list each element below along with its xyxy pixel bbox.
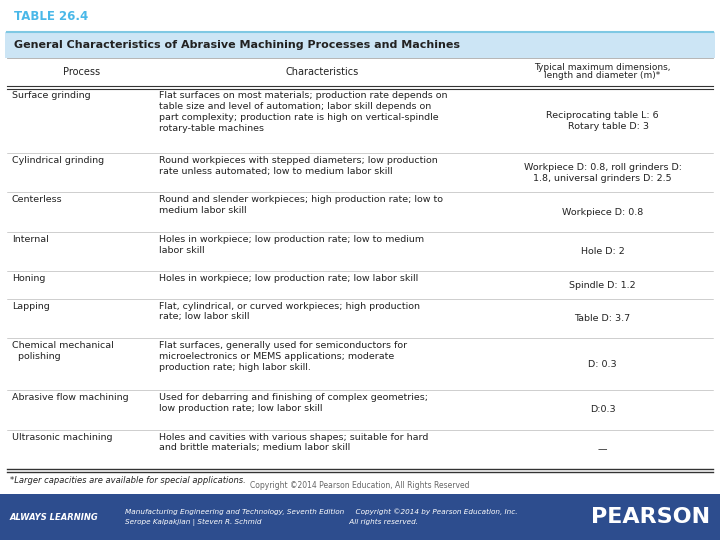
- Text: Round and slender workpieces; high production rate; low to
medium labor skill: Round and slender workpieces; high produ…: [159, 195, 443, 215]
- Text: Spindle D: 1.2: Spindle D: 1.2: [570, 280, 636, 289]
- Text: Characteristics: Characteristics: [286, 67, 359, 77]
- Text: Abrasive flow machining: Abrasive flow machining: [12, 393, 129, 402]
- Text: Ultrasonic machining: Ultrasonic machining: [12, 433, 112, 442]
- Text: Chemical mechanical
  polishing: Chemical mechanical polishing: [12, 341, 114, 361]
- Text: Surface grinding: Surface grinding: [12, 91, 91, 100]
- Text: Lapping: Lapping: [12, 301, 50, 310]
- Text: Flat surfaces, generally used for semiconductors for
microelectronics or MEMS ap: Flat surfaces, generally used for semico…: [159, 341, 407, 372]
- Text: Reciprocating table L: 6
    Rotary table D: 3: Reciprocating table L: 6 Rotary table D:…: [546, 111, 659, 131]
- Bar: [5, 32, 715, 58]
- Text: Round workpieces with stepped diameters; low production
rate unless automated; l: Round workpieces with stepped diameters;…: [159, 156, 438, 176]
- Text: General Characteristics of Abrasive Machining Processes and Machines: General Characteristics of Abrasive Mach…: [14, 40, 460, 50]
- Text: Flat, cylindrical, or curved workpieces; high production
rate; low labor skill: Flat, cylindrical, or curved workpieces;…: [159, 301, 420, 321]
- Text: —: —: [598, 445, 607, 454]
- Text: Holes in workpiece; low production rate; low labor skill: Holes in workpiece; low production rate;…: [159, 274, 418, 284]
- Text: Serope Kalpakjian | Steven R. Schmid                                       All r: Serope Kalpakjian | Steven R. Schmid All…: [125, 518, 418, 525]
- Text: Process: Process: [63, 67, 100, 77]
- Text: D:0.3: D:0.3: [590, 406, 616, 414]
- Text: Holes in workpiece; low production rate; low to medium
labor skill: Holes in workpiece; low production rate;…: [159, 235, 424, 255]
- Text: Manufacturing Engineering and Technology, Seventh Edition     Copyright ©2014 by: Manufacturing Engineering and Technology…: [125, 509, 518, 515]
- Text: Holes and cavities with various shapes; suitable for hard
and brittle materials;: Holes and cavities with various shapes; …: [159, 433, 428, 453]
- Text: Workpiece D: 0.8: Workpiece D: 0.8: [562, 208, 643, 217]
- Text: D: 0.3: D: 0.3: [588, 360, 617, 369]
- Text: Used for debarring and finishing of complex geometries;
low production rate; low: Used for debarring and finishing of comp…: [159, 393, 428, 413]
- Text: length and diameter (m)*: length and diameter (m)*: [544, 71, 661, 80]
- Text: TABLE 26.4: TABLE 26.4: [14, 10, 89, 23]
- Text: Typical maximum dimensions,: Typical maximum dimensions,: [534, 64, 671, 72]
- Text: ALWAYS LEARNING: ALWAYS LEARNING: [10, 512, 99, 522]
- Text: *Larger capacities are available for special applications.: *Larger capacities are available for spe…: [10, 476, 246, 485]
- Text: Copyright ©2014 Pearson Education, All Rights Reserved: Copyright ©2014 Pearson Education, All R…: [251, 481, 469, 490]
- Text: Cylindrical grinding: Cylindrical grinding: [12, 156, 104, 165]
- Text: PEARSON: PEARSON: [591, 507, 710, 527]
- Text: Internal: Internal: [12, 235, 49, 244]
- Text: Flat surfaces on most materials; production rate depends on
table size and level: Flat surfaces on most materials; product…: [159, 91, 448, 133]
- Text: Honing: Honing: [12, 274, 45, 284]
- Text: Workpiece D: 0.8, roll grinders D:
1.8, universal grinders D: 2.5: Workpiece D: 0.8, roll grinders D: 1.8, …: [523, 163, 682, 183]
- Text: Centerless: Centerless: [12, 195, 63, 205]
- Text: Table D: 3.7: Table D: 3.7: [575, 314, 631, 323]
- Text: Hole D: 2: Hole D: 2: [580, 247, 624, 256]
